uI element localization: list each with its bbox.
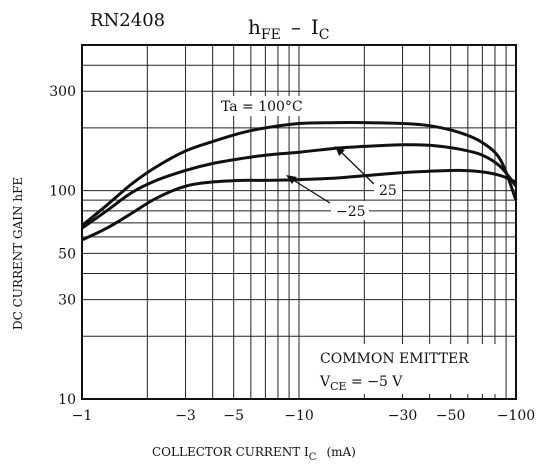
common-emitter-label: COMMON EMITTER xyxy=(320,351,469,367)
chart-title: hFE – IC xyxy=(248,15,329,43)
title-h: h xyxy=(248,15,261,39)
curve-label-m25: −25 xyxy=(336,204,366,220)
label-bg-25 xyxy=(374,180,402,198)
x-axis-label: COLLECTOR CURRENT IC (mA) xyxy=(152,445,356,463)
vce-sub: CE xyxy=(330,380,346,393)
condition-box xyxy=(310,344,504,394)
title-c: C xyxy=(319,27,330,43)
y-tick-label: 100 xyxy=(49,184,76,200)
label-bg-m25 xyxy=(331,201,369,220)
curve-label-25: 25 xyxy=(379,183,397,199)
x-tick-label: −30 xyxy=(388,408,418,424)
curve-series-2 xyxy=(81,168,517,242)
x-label-main: COLLECTOR CURRENT I xyxy=(152,445,309,459)
y-tick-label: 300 xyxy=(49,84,76,100)
curve-series-0 xyxy=(81,121,518,227)
title-i: I xyxy=(311,15,319,39)
part-number: RN2408 xyxy=(90,10,165,31)
leader-m25 xyxy=(289,177,331,204)
title-dash: – xyxy=(291,15,301,39)
x-tick-label: −3 xyxy=(175,408,196,424)
y-tick-labels: 10 30 50 100 300 xyxy=(49,84,76,408)
x-tick-label: −100 xyxy=(497,408,535,424)
x-tick-label: −10 xyxy=(284,408,314,424)
vce-condition: VCE = −5 V xyxy=(319,374,403,393)
x-tick-labels: −1 −3 −5 −10 −30 −50 −100 xyxy=(72,408,536,424)
label-bg-100 xyxy=(218,96,326,116)
curves xyxy=(81,121,518,242)
y-tick-label: 30 xyxy=(58,293,76,309)
arrow-m25 xyxy=(286,175,297,184)
vce-value: = −5 V xyxy=(347,374,404,390)
y-tick-label: 10 xyxy=(58,392,76,408)
x-tick-label: −5 xyxy=(223,408,244,424)
x-tick-label: −50 xyxy=(436,408,466,424)
arrow-25 xyxy=(335,146,345,156)
x-label-unit: (mA) xyxy=(326,445,355,459)
y-tick-label: 50 xyxy=(58,246,76,262)
x-label-sub: C xyxy=(309,452,317,463)
x-tick-label: −1 xyxy=(72,408,93,424)
curve-series-1 xyxy=(81,143,518,230)
leader-25 xyxy=(337,148,375,185)
curve-label-100: Ta = 100°C xyxy=(221,99,303,115)
title-fe: FE xyxy=(261,27,281,43)
y-axis-label: DC CURRENT GAIN hFE xyxy=(11,177,25,330)
plot-frame xyxy=(81,44,517,400)
vce-v: V xyxy=(319,374,331,390)
